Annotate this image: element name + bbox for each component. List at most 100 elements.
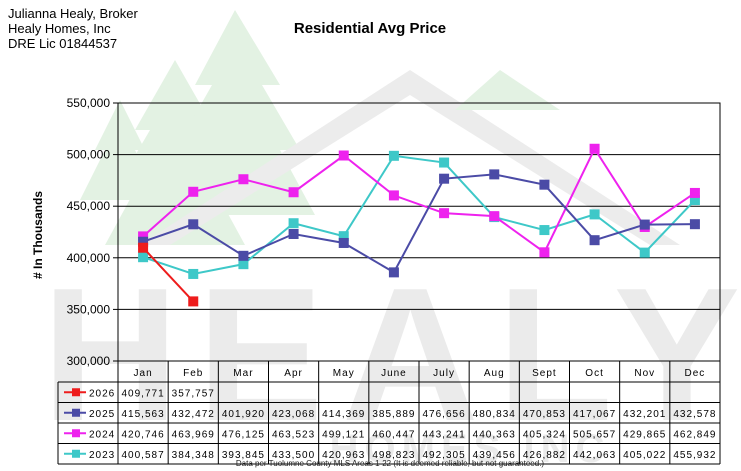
data-point-2024	[188, 186, 199, 197]
table-cell-value: 405,324	[523, 429, 566, 440]
table-cell-value: 417,067	[573, 409, 616, 420]
data-point-2025	[188, 219, 199, 230]
data-point-2024	[138, 231, 149, 242]
y-tick-label: 400,000	[67, 251, 111, 265]
data-point-2024	[338, 150, 349, 161]
legend-label-2023: 2023	[89, 450, 115, 461]
table-cell-value: 505,657	[573, 429, 616, 440]
series-line-2026	[142, 247, 194, 303]
x-tick-label: Nov	[634, 368, 655, 379]
y-tick-label: 350,000	[67, 302, 111, 316]
x-tick-label: Aug	[484, 368, 505, 379]
table-cell-value: 433,500	[272, 450, 315, 461]
table-cell-value: 443,241	[423, 429, 466, 440]
legend-marker-2025	[72, 408, 80, 417]
table-cell-value: 432,472	[172, 409, 215, 420]
watermark-tree	[80, 100, 160, 200]
data-point-2024	[439, 208, 450, 219]
x-tick-label: Apr	[284, 368, 303, 379]
x-tick-label: Dec	[685, 368, 706, 379]
table-cell-value: 393,845	[222, 450, 265, 461]
data-point-2025	[138, 236, 149, 247]
data-point-2026	[188, 296, 199, 307]
data-point-2025	[439, 173, 450, 184]
x-tick-label: Sept	[532, 368, 557, 379]
legend-label-2025: 2025	[89, 409, 115, 420]
data-point-2026	[138, 242, 149, 253]
table-cell-value: 470,853	[523, 409, 566, 420]
table-cell-value: 414,369	[322, 409, 365, 420]
data-point-2023	[138, 252, 149, 263]
data-point-2025	[388, 267, 399, 278]
table-cell-value: 498,823	[372, 450, 415, 461]
y-tick-label: 450,000	[67, 199, 111, 213]
data-point-2023	[589, 209, 600, 220]
table-cell-value: 426,882	[523, 450, 566, 461]
table-cell-value: 455,932	[673, 450, 716, 461]
data-point-2023	[288, 218, 299, 229]
table-cell-value: 432,201	[623, 409, 666, 420]
series-line-2025	[142, 173, 695, 274]
x-tick-label: Feb	[183, 368, 203, 379]
data-point-2023	[689, 195, 700, 206]
table-cell-value: 432,578	[673, 409, 716, 420]
table-cell-value: 440,363	[473, 429, 516, 440]
table-cell-value: 409,771	[122, 388, 165, 399]
table-cell-value: 462,849	[673, 429, 716, 440]
table-cell-value: 384,348	[172, 450, 215, 461]
data-point-2023	[188, 268, 199, 279]
legend-marker-2023	[72, 449, 80, 458]
data-point-2025	[288, 228, 299, 239]
legend-label-2024: 2024	[89, 429, 115, 440]
series-line-2024	[142, 146, 696, 254]
data-point-2023	[338, 231, 349, 242]
legend-marker-2026	[72, 388, 80, 397]
data-point-2025	[539, 179, 550, 190]
table-cell-value: 476,125	[222, 429, 265, 440]
data-table: Jan Feb Mar Apr May June July Aug Sept Oct Nov Dec 2…	[57, 361, 721, 465]
table-cell-value: 429,865	[623, 429, 666, 440]
data-point-2025	[238, 250, 249, 261]
table-cell-value: 439,456	[473, 450, 516, 461]
table-cell-value: 400,587	[122, 450, 165, 461]
footnote: Data per Tuolumne County MLS Areas 1-22 …	[235, 459, 545, 468]
y-tick-label: 300,000	[67, 354, 111, 368]
x-tick-label: Mar	[233, 368, 253, 379]
table-cell-value: 442,063	[573, 450, 616, 461]
company-name: Healy Homes, Inc	[8, 21, 111, 36]
data-point-2024	[689, 187, 700, 198]
table-cell-value: 415,563	[122, 409, 165, 420]
data-point-2023	[639, 247, 650, 258]
table-cell-value: 476,656	[423, 409, 466, 420]
broker-name: Julianna Healy, Broker	[8, 6, 138, 21]
table-cell-value: 460,447	[372, 429, 415, 440]
data-point-2025	[338, 237, 349, 248]
table-cell-value: 499,121	[322, 429, 365, 440]
table-cell-value: 385,889	[372, 409, 415, 420]
data-point-2023	[439, 157, 450, 168]
y-axis-label: # In Thousands	[31, 191, 45, 280]
table-cell-value: 405,022	[623, 450, 666, 461]
legend-label-2026: 2026	[89, 388, 115, 399]
watermark-letters: HEALY	[42, 249, 741, 461]
data-point-2025	[639, 219, 650, 230]
legend-marker-2024	[72, 429, 80, 438]
table-cell-value: 423,068	[272, 409, 315, 420]
data-point-2024	[288, 187, 299, 198]
table-cell-value: 492,305	[423, 450, 466, 461]
data-point-2024	[388, 190, 399, 201]
data-point-2023	[238, 259, 249, 270]
x-tick-label: July	[433, 368, 455, 379]
table-cell-value: 480,834	[473, 409, 516, 420]
x-tick-label: May	[333, 368, 355, 379]
table-cell-value: 463,523	[272, 429, 315, 440]
x-tick-label: Jan	[134, 368, 153, 379]
table-cell-value: 401,920	[222, 409, 265, 420]
license-number: DRE Lic 01844537	[8, 36, 118, 51]
x-tick-label: June	[381, 368, 407, 379]
watermark-roof-green	[455, 70, 560, 110]
data-point-2025	[489, 169, 500, 180]
chart-title: Residential Avg Price	[293, 20, 447, 37]
data-point-2023	[539, 225, 550, 236]
